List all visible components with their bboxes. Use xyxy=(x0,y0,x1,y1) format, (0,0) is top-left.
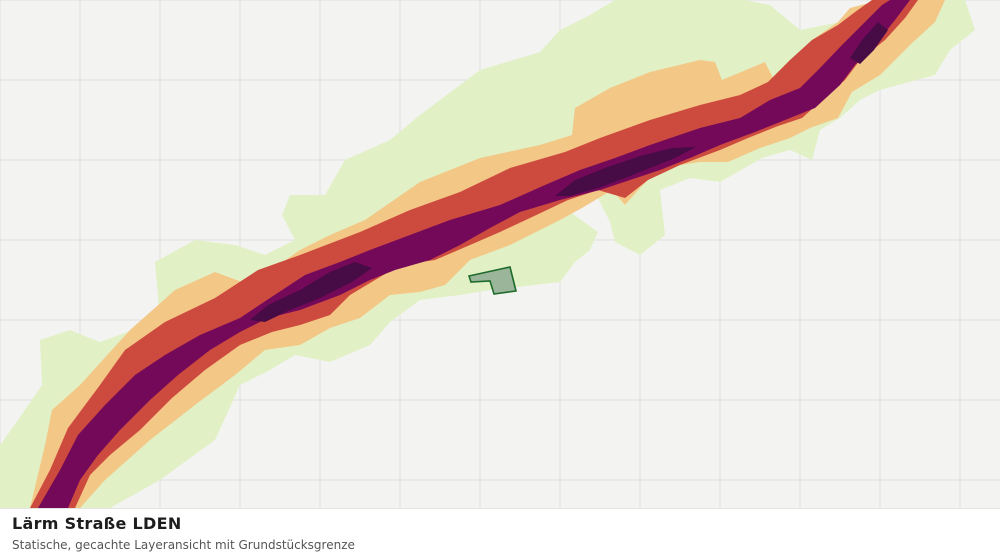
noise-zone-very-high xyxy=(555,147,696,196)
noise-zone-mid-high xyxy=(30,0,918,508)
layer-caption: Lärm Straße LDEN Statische, gecachte Lay… xyxy=(0,508,1000,560)
layer-title: Lärm Straße LDEN xyxy=(12,514,182,533)
noise-zone-very-high xyxy=(250,262,372,322)
property-parcel[interactable] xyxy=(467,266,517,295)
map-view[interactable] xyxy=(0,0,1000,508)
layer-subtitle: Statische, gecachte Layeransicht mit Gru… xyxy=(12,538,355,552)
noise-zone-very-high xyxy=(850,22,888,64)
map-canvas xyxy=(0,0,1000,508)
